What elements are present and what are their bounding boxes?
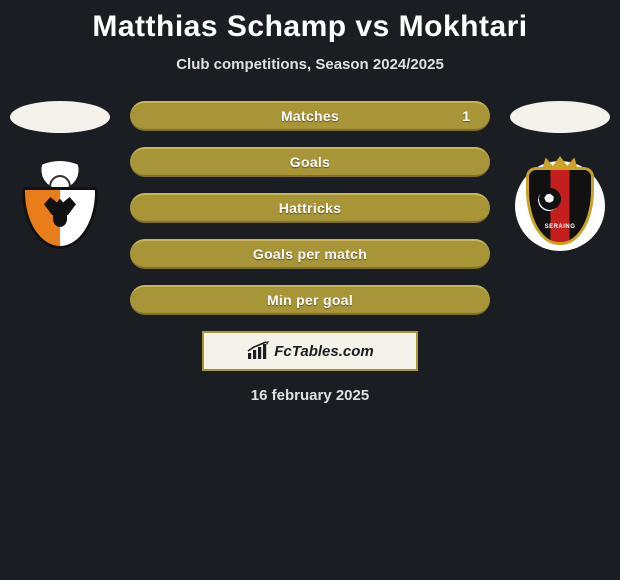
page-root: Matthias Schamp vs Mokhtari Club competi…: [0, 0, 620, 404]
stat-bar-min-per-goal: Min per goal: [130, 285, 490, 315]
lion-icon: [539, 188, 561, 210]
crown-icon: [542, 156, 578, 170]
club-crest-left: [15, 161, 105, 251]
player-avatar-left: [10, 101, 110, 133]
right-side: SERAING: [510, 101, 610, 251]
stat-bar-matches: Matches 1: [130, 101, 490, 131]
date-text: 16 february 2025: [251, 387, 369, 404]
main-row: Matches 1 Goals Hattricks Goals per matc…: [0, 101, 620, 315]
stat-value-right: 1: [462, 108, 470, 124]
page-title: Matthias Schamp vs Mokhtari: [92, 10, 527, 44]
brand-text: FcTables.com: [274, 343, 373, 360]
stat-label: Matches: [281, 108, 339, 124]
stat-bar-goals-per-match: Goals per match: [130, 239, 490, 269]
stat-label: Hattricks: [279, 200, 342, 216]
page-subtitle: Club competitions, Season 2024/2025: [176, 56, 444, 73]
stat-bar-goals: Goals: [130, 147, 490, 177]
stat-label: Goals per match: [253, 246, 367, 262]
player-avatar-right: [510, 101, 610, 133]
stat-label: Goals: [290, 154, 330, 170]
brand-box: FcTables.com: [202, 331, 418, 371]
crest-right-label: SERAING: [545, 224, 576, 230]
eagle-icon: [39, 195, 81, 231]
left-side: [10, 101, 110, 251]
shield-icon: SERAING: [526, 167, 594, 245]
chart-icon: [246, 341, 270, 361]
club-crest-right: SERAING: [515, 161, 605, 251]
stat-column: Matches 1 Goals Hattricks Goals per matc…: [110, 101, 510, 315]
stat-label: Min per goal: [267, 292, 353, 308]
stat-bar-hattricks: Hattricks: [130, 193, 490, 223]
